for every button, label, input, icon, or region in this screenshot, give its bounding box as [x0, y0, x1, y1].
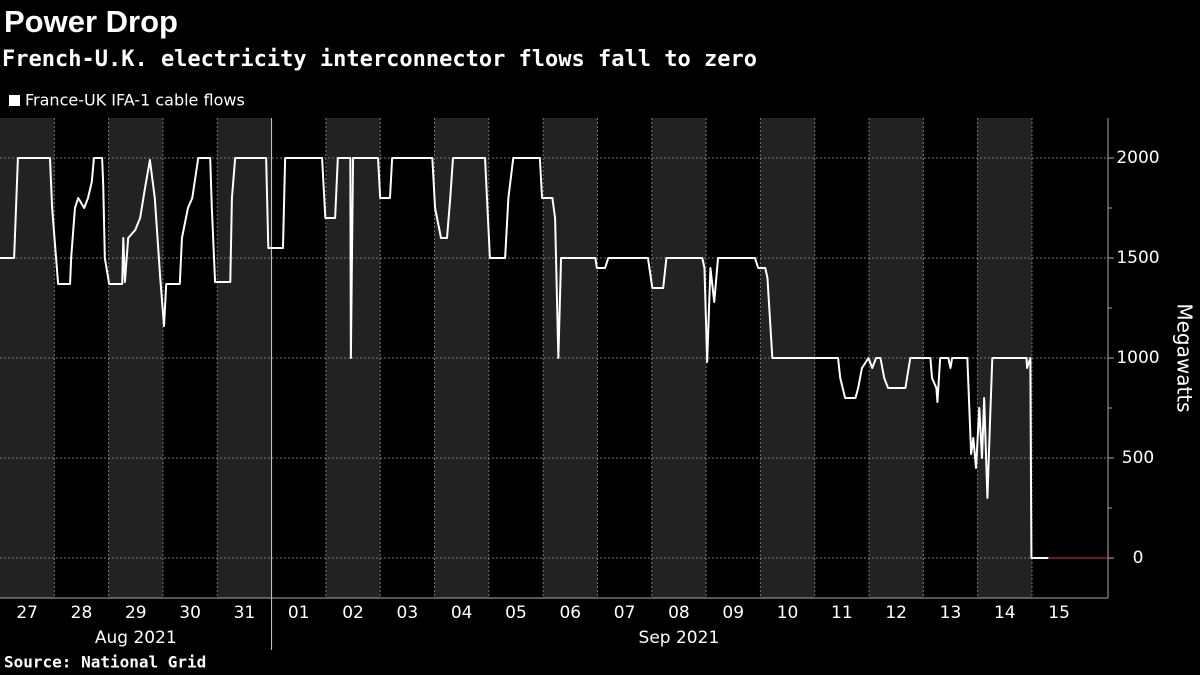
x-tick-label: 31 — [234, 603, 256, 623]
y-axis-label: Megawatts — [1173, 303, 1197, 412]
y-tick-label: 0 — [1133, 548, 1144, 568]
legend-swatch — [9, 95, 20, 106]
x-tick-label: 30 — [179, 603, 201, 623]
x-tick-label: 02 — [342, 603, 364, 623]
legend-label: France-UK IFA-1 cable flows — [25, 91, 245, 110]
chart-title: Power Drop — [4, 4, 178, 39]
x-tick-label: 07 — [614, 603, 636, 623]
x-group-label: Aug 2021 — [95, 628, 177, 648]
x-tick-label: 06 — [559, 603, 581, 623]
x-tick-label: 12 — [885, 603, 907, 623]
chart-subtitle: French-U.K. electricity interconnector f… — [2, 47, 757, 72]
source: Source: National Grid — [4, 653, 206, 672]
y-tick-label: 1000 — [1116, 348, 1159, 368]
x-tick-label: 10 — [777, 603, 799, 623]
x-tick-label: 15 — [1048, 603, 1070, 623]
x-tick-label: 09 — [722, 603, 744, 623]
y-tick-label: 500 — [1122, 448, 1154, 468]
line-series — [0, 157, 1049, 559]
x-tick-label: 03 — [397, 603, 419, 623]
y-tick-label: 2000 — [1116, 148, 1159, 168]
x-tick-label: 13 — [940, 603, 962, 623]
y-tick-label: 1500 — [1116, 248, 1159, 268]
x-tick-label: 27 — [16, 603, 38, 623]
x-tick-label: 28 — [71, 603, 93, 623]
x-tick-label: 01 — [288, 603, 310, 623]
x-group-label: Sep 2021 — [639, 628, 720, 648]
x-tick-label: 11 — [831, 603, 853, 623]
x-tick-label: 04 — [451, 603, 473, 623]
x-tick-label: 05 — [505, 603, 527, 623]
x-tick-label: 29 — [125, 603, 147, 623]
x-tick-label: 08 — [668, 603, 690, 623]
x-tick-label: 14 — [994, 603, 1016, 623]
